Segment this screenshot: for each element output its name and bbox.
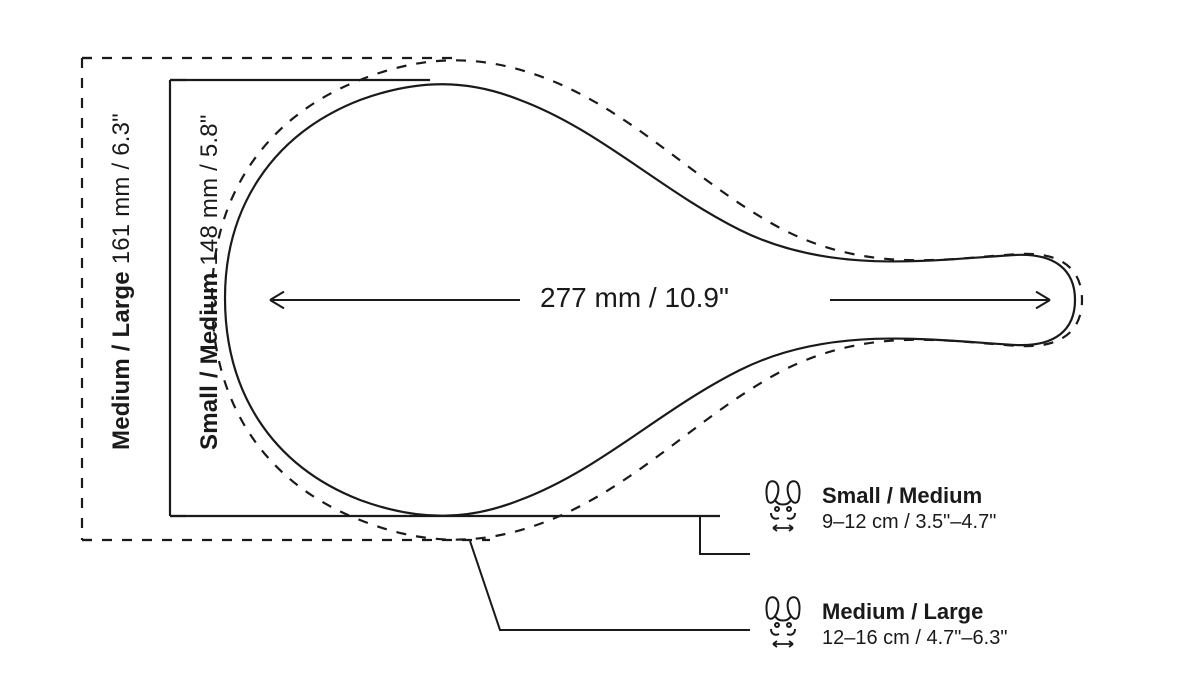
legend-sm-title: Small / Medium — [822, 482, 996, 510]
width-label-sm-rest: 148 mm / 5.8" — [196, 114, 223, 272]
width-label-small-medium: Small / Medium 148 mm / 5.8" — [196, 114, 224, 450]
leader-small-medium — [700, 517, 750, 554]
width-label-medium-large: Medium / Large 161 mm / 6.3" — [108, 113, 136, 450]
width-label-ml-bold: Medium / Large — [108, 271, 135, 450]
length-label: 277 mm / 10.9" — [540, 282, 729, 314]
pelvis-icon — [758, 594, 808, 655]
width-label-ml-rest: 161 mm / 6.3" — [108, 113, 135, 271]
legend-medium-large: Medium / Large 12–16 cm / 4.7"–6.3" — [758, 594, 1007, 655]
diagram-svg — [0, 0, 1200, 694]
legend-ml-sub: 12–16 cm / 4.7"–6.3" — [822, 626, 1007, 651]
pelvis-icon — [758, 478, 808, 539]
legend-small-medium: Small / Medium 9–12 cm / 3.5"–4.7" — [758, 478, 996, 539]
legend-ml-title: Medium / Large — [822, 598, 1007, 626]
diagram-stage: Medium / Large 161 mm / 6.3" Small / Med… — [0, 0, 1200, 694]
width-label-sm-bold: Small / Medium — [196, 272, 223, 450]
legend-sm-sub: 9–12 cm / 3.5"–4.7" — [822, 510, 996, 535]
